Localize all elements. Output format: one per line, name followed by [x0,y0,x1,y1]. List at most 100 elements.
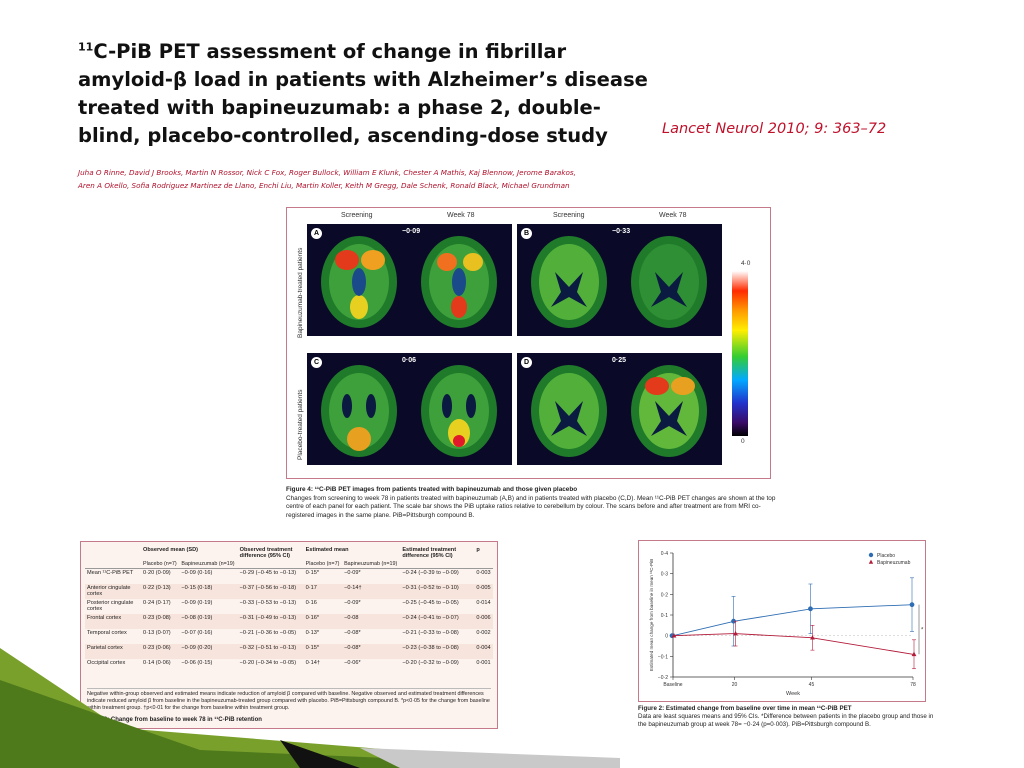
table-cell: 0·004 [474,644,493,659]
table-footnote: Negative within-group observed and estim… [87,688,491,712]
scale-min-label: 0 [741,438,745,445]
dark-green-wave-shape [0,680,620,768]
y-tick-label: −0·1 [658,654,668,660]
table-cell: −0·24 (−0·41 to −0·07) [400,614,475,629]
table-row: Frontal cortex 0·23 (0·08) −0·08 (0·19) −0·… [85,614,493,629]
table-cell: −0·06 (0·15) [181,660,213,666]
data-point [731,618,736,624]
table-cell: −0·29 (−0·45 to −0·13) [239,570,297,576]
table-cell: 0·17 [303,584,343,599]
caption-body: Changes from screening to week 78 in pat… [286,494,776,519]
figure-4-pet-images: Screening Week 78 Screening Week 78 Bapi… [286,207,771,479]
table-cell: 0·23 (0·06) [141,644,180,659]
table-cell: −0·33 (−0·53 to −0·13) [239,600,297,606]
table-subheader: Placebo (n=7) [303,560,343,569]
panel-letter: A [311,228,322,239]
title-text: C-PiB PET assessment of change in fibril… [78,40,648,147]
table-cell: −0·09* [344,600,361,606]
row-label-cell: Anterior cingulate cortex [85,584,141,599]
legend-marker [868,559,874,564]
table-header: Estimated mean [305,547,349,553]
table-cell: −0·09 (0·19) [181,600,213,606]
table-subheader [85,560,141,569]
author-line: Juha O Rinne, David J Brooks, Martin N R… [78,168,576,177]
table-2: Observed mean (SD) Observed treatment di… [80,541,498,729]
citation: Lancet Neurol 2010; 9: 363–72 [662,121,887,137]
y-tick-label: 0·2 [661,592,668,598]
table-subheader-row: Placebo (n=7) Bapineuzumab (n=19) Placeb… [85,560,493,569]
row-label-cell: Mean ¹¹C-PiB PET [87,570,134,576]
table-cell: −0·24 (−0·39 to −0·09) [402,570,459,576]
table-cell: 0·16* [303,614,343,629]
table-cell: 0·24 (0·17) [143,600,171,606]
table-cell: 0·16 [305,600,317,606]
table-header: Estimated treatment difference (95% CI) [402,547,457,559]
legend-marker [868,552,874,558]
table-cell: 0·002 [476,630,491,636]
table-row: Parietal cortex 0·23 (0·06) −0·09 (0·20) −0… [85,644,493,659]
y-tick-label: 0·4 [661,551,668,557]
caption-body: Data are least squares means and 95% CIs… [638,713,934,728]
author-list: Juha O Rinne, David J Brooks, Martin N R… [78,166,658,192]
row-label-cell: Frontal cortex [85,614,141,629]
table-cell: 0·005 [474,584,493,599]
figure-4-caption: Figure 4: ¹¹C-PiB PET images from patien… [286,486,776,520]
table-cell: −0·08* [344,630,361,636]
table-subheader: Bapineuzumab (n=19) [179,560,238,569]
table-cell: −0·37 (−0·56 to −0·18) [237,584,304,599]
figure-2-caption: Figure 2: Estimated change from baseline… [638,705,938,729]
table-cell: 0·15* [305,570,320,576]
table-row: Anterior cingulate cortex 0·22 (0·13) −0·1… [85,584,493,599]
pet-panel-c: C 0·06 [307,353,512,465]
table-cell: −0·23 (−0·38 to −0·08) [400,644,475,659]
table-header [85,546,141,560]
row-label: Placebo-treated patients [297,389,304,460]
color-scale-bar [732,271,748,436]
table-cell: −0·31 (−0·49 to −0·13) [237,614,304,629]
row-label-cell: Posterior cingulate cortex [87,600,134,612]
table-cell: −0·31 (−0·52 to −0·10) [400,584,475,599]
table-cell: 0·13* [305,630,320,636]
y-tick-label: 0·1 [661,613,668,619]
significance-annotation: * [921,627,924,633]
table-cell: −0·20 (−0·32 to −0·09) [402,660,459,666]
column-label: Week 78 [447,212,475,219]
table-cell: 0·22 (0·13) [141,584,180,599]
table-cell: −0·14† [342,584,401,599]
table-row: Occipital cortex 0·14 (0·06) −0·06 (0·15) −… [85,659,493,674]
table-cell: 0·14† [305,660,320,666]
table-cell: −0·08* [342,644,401,659]
figure-2-chart: 0·4 0·3 0·2 0·1 0 −0·1 −0·2 Baseline 20 45 78 Week E… [638,540,926,702]
caption-title: Figure 2: Estimated change from baseline… [638,705,852,712]
table-subheader [474,560,493,569]
table-cell: 0·006 [474,614,493,629]
panel-letter: C [311,357,322,368]
table-row: Mean ¹¹C-PiB PET 0·20 (0·09) −0·09 (0·16) −… [85,569,493,585]
table-header: p [476,547,480,553]
table-cell: 0·001 [476,660,491,666]
table-cell: −0·15 (0·18) [179,584,238,599]
x-tick-label: Baseline [663,682,682,688]
brain-scan-image [321,236,397,328]
data-point [909,602,915,608]
table-cell: −0·08 [342,614,401,629]
author-line: Aren A Okello, Sofia Rodriguez Martinez … [78,181,570,190]
table-cell: −0·25 (−0·45 to −0·05) [402,600,459,606]
table-cell: −0·07 (0·16) [181,630,213,636]
legend-label: Bapineuzumab [877,560,911,566]
title-superscript: 11 [78,40,94,54]
results-table: Observed mean (SD) Observed treatment di… [85,546,493,674]
table-cell: 0·14 (0·06) [143,660,171,666]
brain-scan-image [531,365,607,457]
table-cell: 0·20 (0·09) [143,570,171,576]
grey-accent-shape [360,748,620,768]
table-row: Posterior cingulate cortex 0·24 (0·17) −0·… [85,599,493,614]
table-cell: 0·15* [303,644,343,659]
caption-title: Figure 4: ¹¹C-PiB PET images from patien… [286,486,578,493]
table-cell: −0·08 (0·19) [179,614,238,629]
brain-scan-image [421,365,497,457]
brain-scan-image [531,236,607,328]
brain-scan-image [631,365,707,457]
data-point [671,633,677,638]
